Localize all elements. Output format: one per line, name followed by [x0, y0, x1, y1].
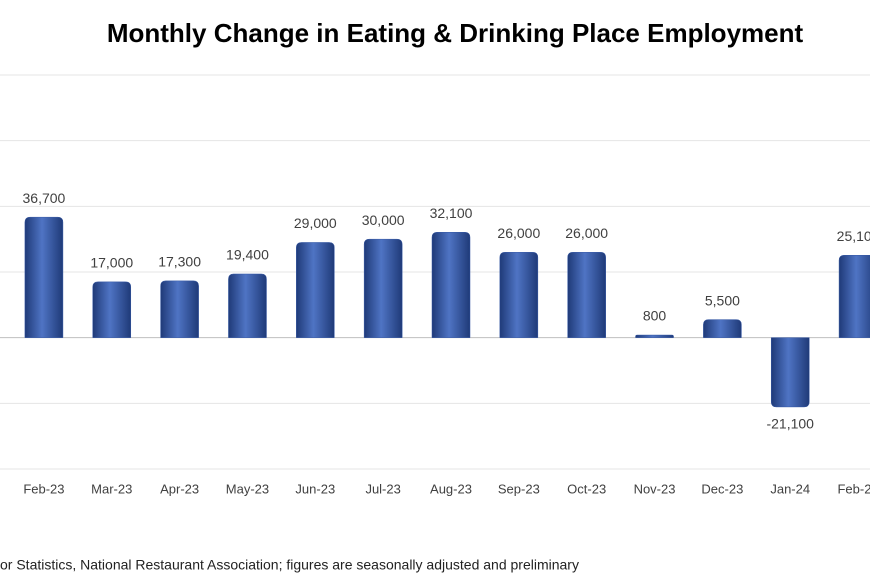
value-label: 32,100 [430, 205, 473, 221]
x-tick-label: Oct-23 [567, 481, 606, 496]
bar [431, 232, 471, 338]
value-label: 25,100 [837, 228, 870, 244]
x-tick-label: Jul-23 [365, 481, 400, 496]
bar [296, 242, 335, 338]
x-tick-label: Feb-23 [23, 481, 64, 496]
bar [24, 216, 64, 338]
value-label: 29,000 [294, 215, 337, 231]
value-label: 19,400 [226, 247, 269, 263]
value-label: 5,500 [705, 292, 740, 308]
value-label: 17,000 [90, 255, 133, 271]
bar [567, 252, 606, 338]
bar [838, 255, 870, 338]
x-tick-label: Apr-23 [160, 481, 199, 496]
x-tick-label: Aug-23 [430, 481, 472, 496]
value-label: 36,700 [23, 190, 66, 206]
x-tick-label: Jun-23 [295, 481, 335, 496]
x-tick-label: Mar-23 [91, 481, 132, 496]
value-label: 30,000 [362, 212, 405, 228]
bar [160, 280, 199, 338]
value-label: 17,300 [158, 254, 201, 270]
value-label: 800 [643, 308, 667, 324]
x-tick-label: Feb-24 [837, 481, 870, 496]
x-tick-label: Nov-23 [634, 481, 676, 496]
x-tick-label: Jan-24 [770, 481, 810, 496]
bar [92, 281, 132, 338]
value-label: 26,000 [497, 225, 540, 241]
bar [770, 337, 810, 408]
footnote: or Statistics, National Restaurant Assoc… [0, 557, 579, 573]
x-tick-label: May-23 [226, 481, 269, 496]
bar [703, 319, 742, 338]
value-label: -21,100 [766, 416, 814, 432]
bar [499, 252, 539, 338]
x-tick-label: Dec-23 [701, 481, 743, 496]
value-label: 26,000 [565, 225, 608, 241]
bar [635, 334, 674, 338]
bar [228, 273, 267, 338]
bar [363, 238, 403, 338]
x-tick-label: Sep-23 [498, 481, 540, 496]
chart-title: Monthly Change in Eating & Drinking Plac… [107, 18, 804, 48]
